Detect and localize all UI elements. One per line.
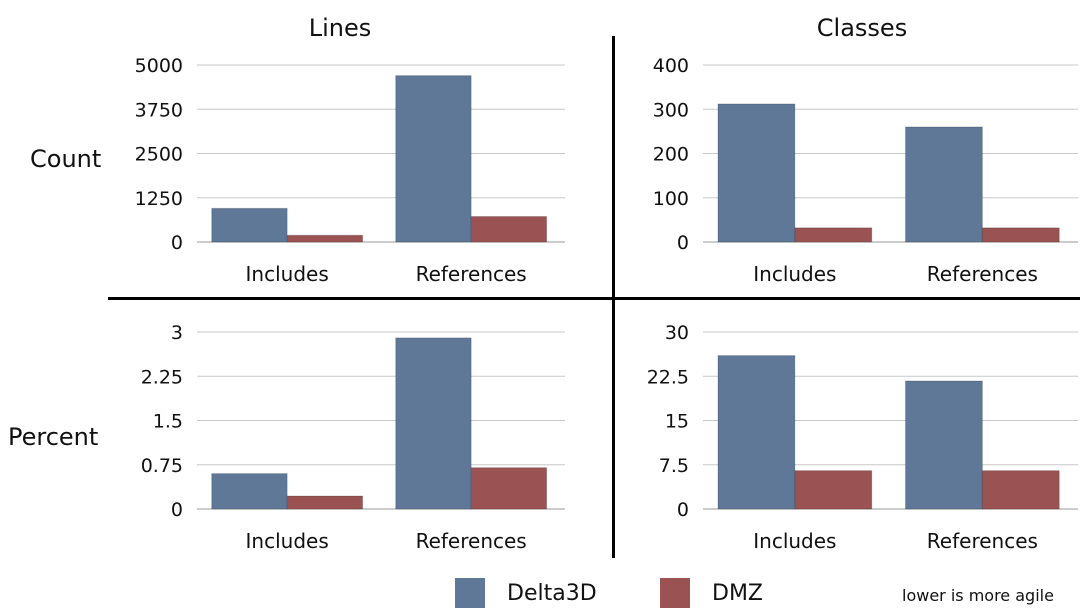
bar-delta3d-includes xyxy=(211,473,288,510)
bar-delta3d-includes xyxy=(211,207,288,243)
chart-panel-lines-count: 0 1250 2500 3750 5000 Includes References xyxy=(135,55,565,286)
y-tick-label: 300 xyxy=(653,99,689,121)
legend-item-dmz: DMZ xyxy=(660,578,763,608)
category-label-references: References xyxy=(416,529,527,553)
bar-dmz-includes xyxy=(286,234,364,243)
y-tick-label: 1.5 xyxy=(153,411,183,433)
y-tick-label: 0 xyxy=(171,499,183,521)
legend-label-dmz: DMZ xyxy=(712,580,763,606)
bar-dmz-references xyxy=(981,227,1060,243)
row-label-percent: Percent xyxy=(8,423,99,451)
y-tick-label: 3750 xyxy=(135,99,183,121)
category-label-includes: Includes xyxy=(753,529,836,553)
bar-dmz-references xyxy=(470,467,548,510)
legend-swatch-dmz xyxy=(660,578,690,608)
legend-label-delta3d: Delta3D xyxy=(507,580,597,606)
category-label-references: References xyxy=(927,529,1038,553)
y-tick-label: 0 xyxy=(677,499,689,521)
bar-dmz-includes xyxy=(794,227,873,243)
column-title-classes: Classes xyxy=(816,14,908,42)
category-label-references: References xyxy=(927,262,1038,286)
y-tick-label: 5000 xyxy=(135,55,183,77)
y-tick-label: 2.25 xyxy=(141,366,183,388)
y-tick-label: 7.5 xyxy=(659,455,689,477)
category-label-includes: Includes xyxy=(753,262,836,286)
bar-dmz-references xyxy=(981,470,1060,510)
bar-delta3d-references xyxy=(395,75,472,243)
y-tick-label: 1250 xyxy=(135,188,183,210)
chart-panel-classes-percent: 0 7.5 15 22.5 30 Includes References xyxy=(647,322,1078,553)
legend-swatch-delta3d xyxy=(455,578,485,608)
row-label-count: Count xyxy=(30,145,102,173)
y-tick-label: 400 xyxy=(653,55,689,77)
y-tick-label: 2500 xyxy=(135,144,183,166)
y-tick-label: 100 xyxy=(653,188,689,210)
column-title-lines: Lines xyxy=(308,14,372,42)
bar-delta3d-includes xyxy=(717,103,796,243)
bar-delta3d-references xyxy=(395,337,472,510)
bar-dmz-references xyxy=(470,216,548,243)
category-label-includes: Includes xyxy=(246,529,329,553)
chart-panel-lines-percent: 0 0.75 1.5 2.25 3 Includes References xyxy=(141,322,565,553)
category-label-includes: Includes xyxy=(246,262,329,286)
y-tick-label: 30 xyxy=(665,322,689,344)
footnote: lower is more agile xyxy=(902,586,1054,605)
bar-delta3d-references xyxy=(905,380,983,510)
chart-panel-classes-count: 0 100 200 300 400 Includes References xyxy=(653,55,1078,286)
y-tick-label: 200 xyxy=(653,144,689,166)
y-tick-label: 15 xyxy=(665,411,689,433)
y-tick-label: 0 xyxy=(677,232,689,254)
y-tick-label: 3 xyxy=(171,322,183,344)
bar-delta3d-includes xyxy=(717,355,796,510)
bar-delta3d-references xyxy=(905,126,983,243)
y-tick-label: 22.5 xyxy=(647,366,689,388)
horizontal-divider xyxy=(108,297,1080,300)
y-tick-label: 0.75 xyxy=(141,455,183,477)
y-tick-label: 0 xyxy=(171,232,183,254)
category-label-references: References xyxy=(416,262,527,286)
bar-dmz-includes xyxy=(794,470,873,510)
legend-item-delta3d: Delta3D xyxy=(455,578,597,608)
bar-dmz-includes xyxy=(286,495,364,510)
